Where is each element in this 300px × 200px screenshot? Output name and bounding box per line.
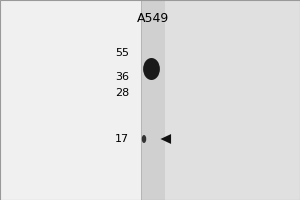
- Text: 17: 17: [115, 134, 129, 144]
- Text: A549: A549: [137, 12, 169, 25]
- Polygon shape: [160, 134, 171, 144]
- Text: 28: 28: [115, 88, 129, 98]
- Ellipse shape: [142, 135, 146, 143]
- Text: 36: 36: [115, 72, 129, 82]
- Bar: [0, 0, 141, 200]
- Ellipse shape: [143, 58, 160, 80]
- Bar: [141, 0, 165, 200]
- Bar: [165, 0, 300, 200]
- Text: 55: 55: [115, 48, 129, 58]
